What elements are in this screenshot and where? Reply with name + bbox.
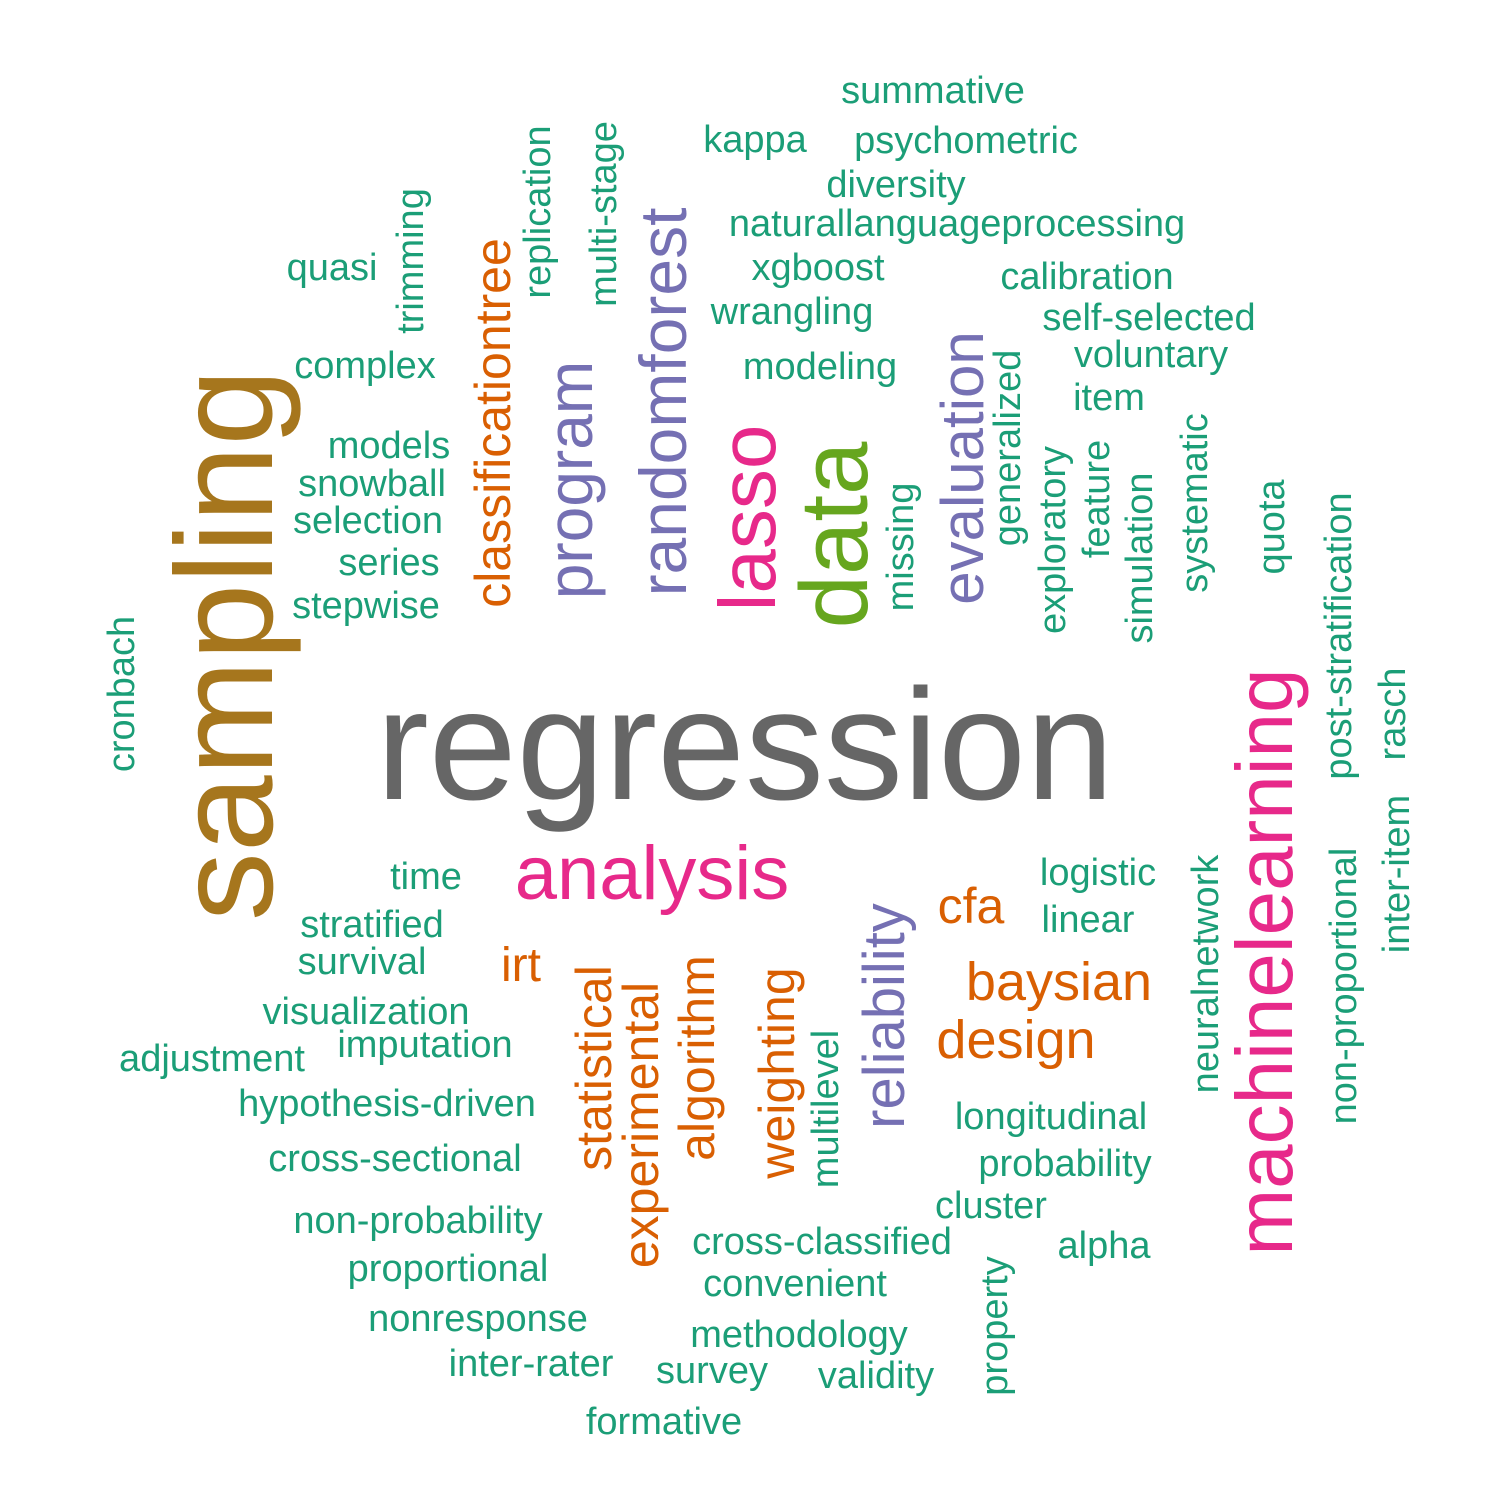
word-stratified: stratified bbox=[300, 904, 444, 946]
word-series: series bbox=[338, 542, 440, 584]
word-methodology: methodology bbox=[690, 1314, 908, 1356]
word-exploratory: exploratory bbox=[1032, 446, 1074, 634]
word-models: models bbox=[327, 425, 451, 467]
word-analysis: analysis bbox=[514, 831, 790, 916]
word-item: item bbox=[1073, 377, 1145, 419]
word-time: time bbox=[390, 856, 462, 898]
word-baysian: baysian bbox=[965, 952, 1153, 1012]
word-psychometric: psychometric bbox=[854, 120, 1078, 162]
word-randomforest: randomforest bbox=[626, 207, 700, 597]
word-algorithm: algorithm bbox=[669, 955, 725, 1161]
word-convenient: convenient bbox=[703, 1263, 887, 1305]
word-evaluation: evaluation bbox=[929, 331, 996, 605]
word-cross-sectional: cross-sectional bbox=[268, 1138, 522, 1180]
word-non-probability: non-probability bbox=[293, 1200, 543, 1242]
word-trimming: trimming bbox=[390, 188, 432, 334]
word-diversity: diversity bbox=[826, 164, 966, 206]
word-longitudinal: longitudinal bbox=[954, 1096, 1148, 1138]
word-formative: formative bbox=[585, 1401, 743, 1443]
word-weighting: weighting bbox=[749, 967, 805, 1179]
word-multilevel: multilevel bbox=[805, 1029, 847, 1189]
word-machinelearning: machinelearning bbox=[1220, 668, 1309, 1256]
word-nonresponse: nonresponse bbox=[368, 1298, 588, 1340]
word-summative: summative bbox=[841, 70, 1025, 112]
word-survival: survival bbox=[297, 941, 427, 983]
word-reliability: reliability bbox=[852, 903, 917, 1129]
word-irt: irt bbox=[501, 939, 541, 992]
word-selection: selection bbox=[293, 500, 443, 542]
word-stepwise: stepwise bbox=[292, 585, 440, 627]
word-linear: linear bbox=[1041, 899, 1135, 941]
word-design: design bbox=[936, 1010, 1096, 1070]
word-sampling: sampling bbox=[148, 368, 302, 922]
word-xgboost: xgboost bbox=[751, 247, 885, 289]
word-proportional: proportional bbox=[347, 1248, 549, 1290]
word-regression: regression bbox=[376, 657, 1114, 833]
word-simulation: simulation bbox=[1119, 472, 1161, 644]
word-visualization: visualization bbox=[262, 991, 470, 1033]
word-missing: missing bbox=[880, 482, 922, 612]
word-complex: complex bbox=[294, 345, 436, 387]
word-inter-item: inter-item bbox=[1376, 794, 1418, 954]
word-cross-classified: cross-classified bbox=[692, 1221, 952, 1263]
word-imputation: imputation bbox=[337, 1024, 513, 1066]
word-systematic: systematic bbox=[1174, 413, 1216, 593]
word-calibration: calibration bbox=[1000, 256, 1174, 298]
word-experimental: experimental bbox=[613, 981, 669, 1269]
word-neuralnetwork: neuralnetwork bbox=[1185, 854, 1227, 1094]
word-rasch: rasch bbox=[1372, 667, 1414, 761]
word-data: data bbox=[781, 441, 888, 629]
word-naturallanguageprocessing: naturallanguageprocessing bbox=[728, 203, 1186, 245]
word-multi-stage: multi-stage bbox=[583, 121, 625, 307]
word-program: program bbox=[534, 360, 606, 600]
word-validity: validity bbox=[817, 1355, 935, 1397]
word-cfa: cfa bbox=[937, 878, 1005, 934]
word-post-stratification: post-stratification bbox=[1318, 492, 1360, 780]
word-logistic: logistic bbox=[1039, 852, 1157, 894]
word-snowball: snowball bbox=[298, 463, 446, 505]
word-hypothesis-driven: hypothesis-driven bbox=[238, 1083, 536, 1125]
word-survey: survey bbox=[656, 1350, 768, 1392]
word-kappa: kappa bbox=[703, 119, 807, 161]
word-cluster: cluster bbox=[935, 1185, 1047, 1227]
word-wrangling: wrangling bbox=[710, 291, 874, 333]
word-adjustment: adjustment bbox=[119, 1038, 305, 1080]
word-property: property bbox=[974, 1256, 1016, 1396]
word-generalized: generalized bbox=[987, 349, 1029, 547]
word-quasi: quasi bbox=[286, 247, 378, 289]
word-lasso: lasso bbox=[703, 424, 792, 612]
word-non-proportional: non-proportional bbox=[1323, 847, 1365, 1125]
word-voluntary: voluntary bbox=[1073, 334, 1229, 376]
word-replication: replication bbox=[517, 125, 559, 299]
word-cronbach: cronbach bbox=[101, 615, 143, 773]
word-inter-rater: inter-rater bbox=[448, 1343, 614, 1385]
word-quota: quota bbox=[1251, 479, 1293, 575]
word-self-selected: self-selected bbox=[1042, 297, 1256, 339]
word-probability: probability bbox=[978, 1143, 1152, 1185]
word-classificationtree: classificationtree bbox=[465, 238, 521, 608]
word-statistical: statistical bbox=[566, 965, 622, 1171]
word-modeling: modeling bbox=[742, 346, 898, 388]
word-feature: feature bbox=[1076, 439, 1118, 559]
word-alpha: alpha bbox=[1057, 1225, 1151, 1267]
